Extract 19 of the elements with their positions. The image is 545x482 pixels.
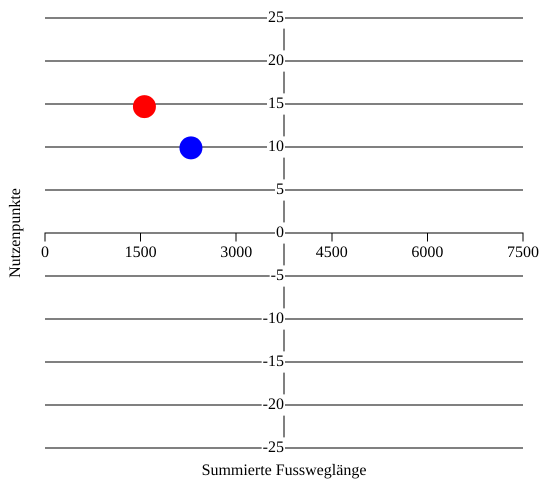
x-tick-label: 1500: [124, 244, 157, 261]
y-tick-label: -25: [262, 439, 284, 456]
y-axis-title: Nutzenpunkte: [7, 188, 25, 278]
y-tick-label: 5: [276, 181, 284, 198]
y-tick-label: -15: [262, 353, 284, 370]
y-tick-label: -10: [262, 310, 284, 328]
x-tick-label: 4500: [316, 244, 348, 261]
x-tick-label: 6000: [411, 244, 444, 261]
x-axis-title: Summierte Fussweglänge: [200, 462, 368, 480]
y-tick-label: -20: [262, 396, 284, 414]
y-tick-label: 0: [276, 224, 284, 242]
x-tick-label: 3000: [220, 244, 252, 261]
y-tick-label: 15: [268, 95, 284, 112]
y-tick-label: -5: [270, 267, 284, 284]
y-tick-label: 25: [268, 9, 284, 26]
y-tick-label: 10: [268, 138, 284, 156]
x-tick-label: 0: [41, 244, 49, 261]
y-tick-label: 20: [268, 52, 284, 70]
x-tick-label: 7500: [507, 244, 539, 261]
